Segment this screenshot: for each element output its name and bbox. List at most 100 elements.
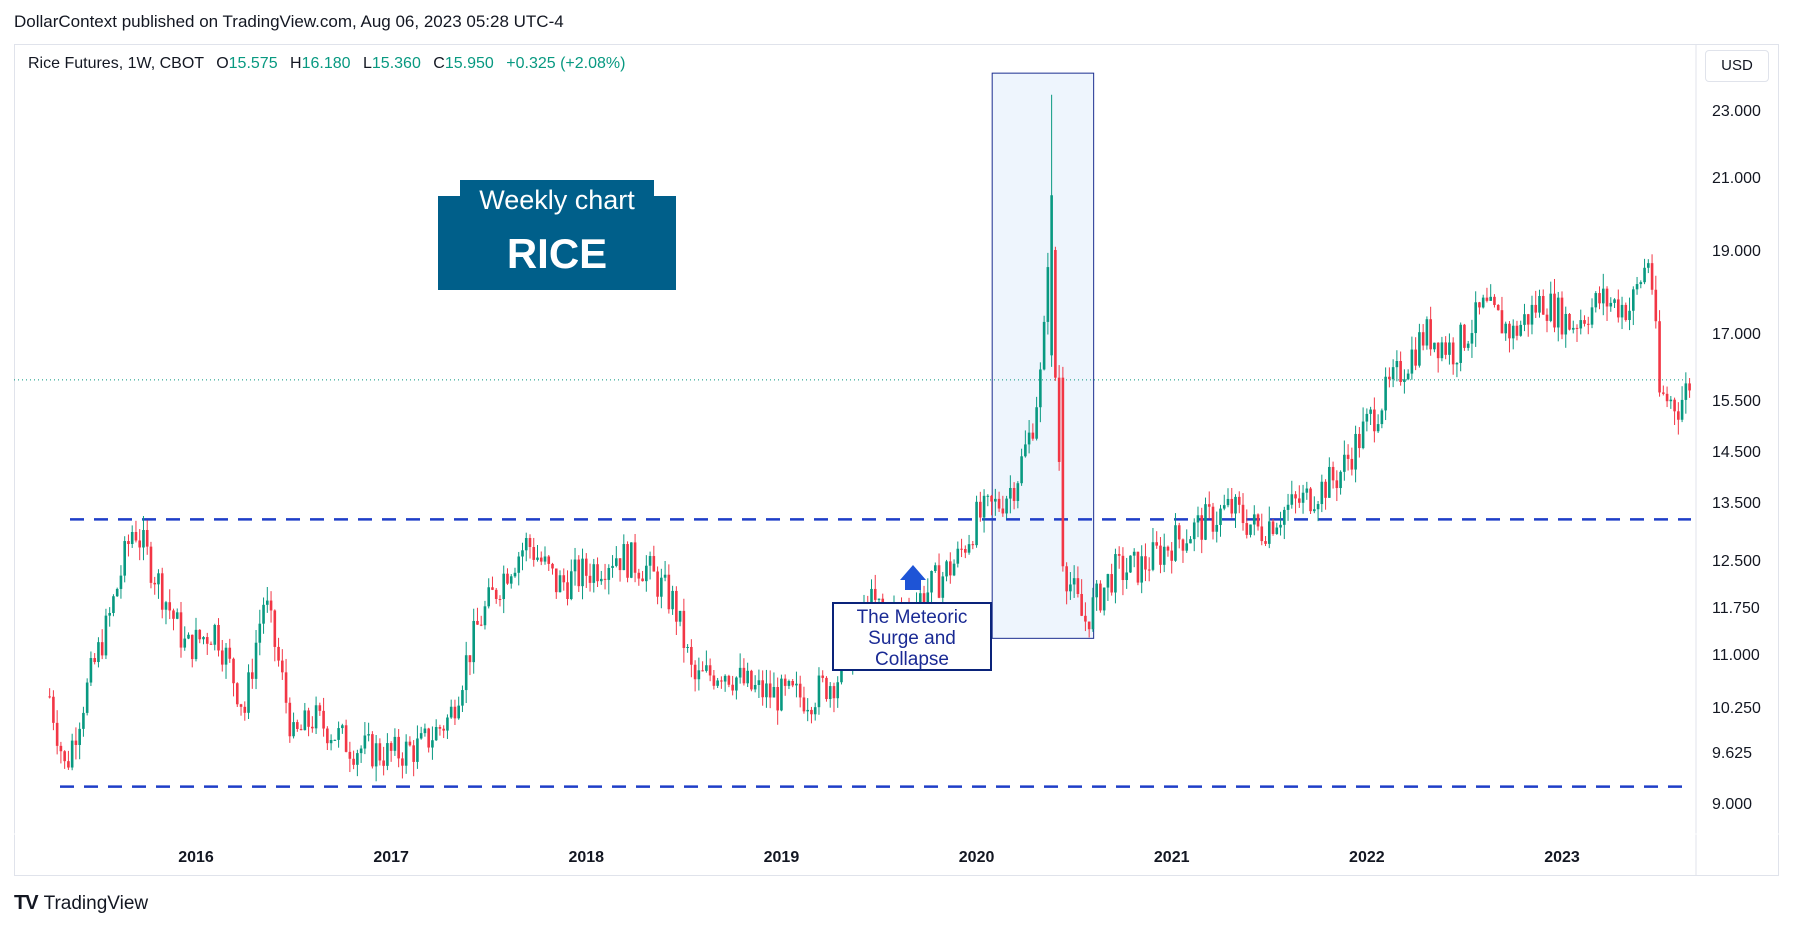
candle-body — [1436, 342, 1440, 359]
candle-body — [1046, 267, 1050, 322]
candle-body — [59, 745, 63, 752]
candle-body — [1162, 546, 1166, 565]
candle-body — [348, 751, 352, 759]
candle-body — [513, 572, 517, 577]
candle-body — [1080, 593, 1083, 616]
candle-body — [982, 495, 986, 518]
candle-body — [1493, 296, 1496, 305]
candle-body — [656, 571, 659, 597]
candle-body — [588, 575, 592, 583]
candle-body — [273, 610, 277, 647]
candle-body — [1500, 310, 1504, 334]
candle-body — [104, 615, 108, 656]
candle-body — [1399, 361, 1402, 382]
candle-body — [1084, 615, 1087, 622]
candle-body — [1174, 525, 1177, 561]
candle-body — [1290, 494, 1294, 505]
candle-body — [479, 624, 483, 626]
candle-body — [1234, 496, 1237, 514]
candle-body — [1673, 399, 1676, 412]
candle-body — [142, 530, 145, 548]
candle-body — [70, 740, 74, 768]
candle-body — [1061, 377, 1065, 567]
candle-body — [652, 556, 656, 572]
legend: Rice Futures, 1W, CBOT O15.575 H16.180 L… — [28, 55, 625, 73]
candle-body — [1016, 483, 1020, 501]
candle-body — [615, 558, 618, 566]
candle-body — [971, 544, 975, 546]
candle-body — [67, 761, 70, 768]
candle-body — [1545, 314, 1549, 321]
candle-body — [502, 573, 506, 600]
candle-body — [1279, 524, 1282, 528]
candle-body — [682, 610, 686, 648]
candle-body — [1643, 267, 1646, 283]
candle-body — [262, 604, 265, 624]
candle-body — [990, 495, 993, 502]
candle-body — [1571, 327, 1575, 330]
candle-body — [1230, 498, 1234, 514]
title-badge-tab — [460, 180, 654, 218]
published-info: DollarContext published on TradingView.c… — [14, 12, 564, 31]
candle-body — [412, 745, 415, 762]
candle-body — [1478, 302, 1481, 308]
candle-body — [52, 696, 55, 723]
candle-body — [269, 600, 273, 611]
candle-body — [1001, 508, 1005, 514]
candle-body — [1406, 373, 1410, 380]
candle-body — [322, 710, 325, 729]
candle-body — [772, 687, 776, 698]
candle-body — [1376, 424, 1380, 432]
candle-body — [1395, 361, 1399, 368]
title-big: RICE — [507, 230, 607, 277]
candle-body — [690, 646, 693, 665]
candle-body — [1504, 323, 1508, 334]
candle-body — [1481, 297, 1485, 308]
candle-body — [1024, 444, 1027, 457]
candle-body — [1144, 556, 1147, 570]
candle-body — [1129, 555, 1132, 573]
candle-body — [607, 567, 611, 580]
candle-body — [1132, 551, 1136, 556]
candle-body — [693, 664, 697, 680]
candle-body — [727, 675, 731, 685]
candle-body — [89, 658, 93, 683]
candle-body — [975, 501, 978, 546]
y-tick-label: 21.000 — [1712, 170, 1761, 187]
candle-body — [952, 563, 956, 576]
candle-body — [1335, 480, 1339, 489]
callout-text: Collapse — [875, 649, 949, 670]
candle-body — [933, 565, 937, 571]
candle-body — [795, 683, 798, 686]
candle-body — [757, 680, 761, 685]
candle-body — [423, 728, 427, 734]
candle-body — [701, 670, 704, 672]
candle-body — [821, 675, 825, 678]
candle-body — [720, 680, 723, 682]
candle-body — [172, 610, 175, 619]
candle-body — [1523, 314, 1526, 325]
candle-body — [277, 646, 280, 661]
candle-body — [356, 753, 359, 765]
candle-body — [198, 629, 202, 640]
candle-body — [258, 623, 262, 643]
candle-body — [1125, 572, 1128, 581]
candle-body — [765, 683, 768, 698]
candle-body — [723, 675, 727, 682]
candle-body — [1102, 587, 1106, 611]
candle-body — [78, 728, 81, 745]
candle-body — [611, 565, 614, 568]
candle-body — [149, 546, 153, 583]
candle-body — [1219, 508, 1222, 525]
candle-body — [637, 572, 641, 579]
candle-body — [1282, 509, 1286, 525]
x-tick-label: 2022 — [1349, 849, 1385, 866]
candle-body — [326, 728, 329, 744]
y-tick-label: 23.000 — [1712, 103, 1761, 120]
candle-body — [922, 593, 926, 607]
candle-body — [386, 743, 389, 766]
candle-body — [1200, 515, 1204, 540]
candle-body — [1662, 392, 1665, 394]
currency-button[interactable]: USD — [1705, 50, 1769, 82]
candle-body — [1586, 323, 1590, 325]
